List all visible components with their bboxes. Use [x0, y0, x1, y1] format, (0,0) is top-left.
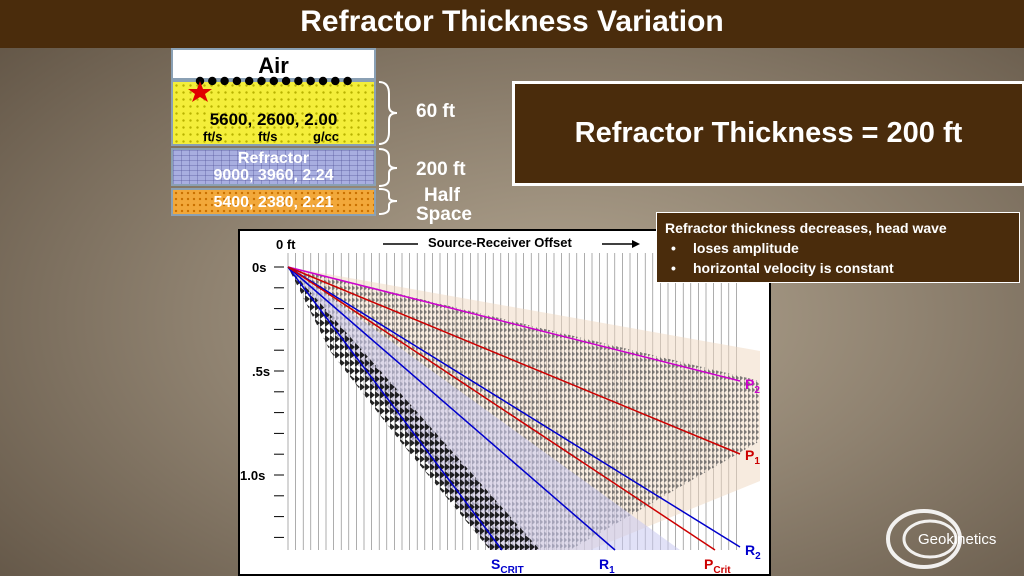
bracket-refractor [378, 148, 398, 187]
logo-text: Geokinetics [918, 531, 996, 548]
observation-note: Refractor thickness decreases, head wave… [656, 212, 1020, 283]
source-star [188, 81, 212, 102]
note-bullet-2: • horizontal velocity is constant [671, 260, 894, 276]
half-space-layer: 5400, 2380, 2.21 [171, 188, 376, 216]
refractor-thickness-text: Refractor Thickness = 200 ft [574, 117, 963, 149]
layer-1-thickness: 60 ft [416, 101, 456, 122]
unit-3: g/cc [313, 129, 340, 144]
p-crit-line [287, 266, 716, 551]
title-bar [0, 0, 1024, 48]
note-bullet-1: • loses amplitude [671, 240, 799, 256]
direct-wave-wiggles [288, 267, 540, 550]
receiver-dot [257, 76, 266, 86]
r1-label: R1 [599, 556, 615, 576]
receiver-dot [245, 76, 254, 86]
time-label-half: .5s [252, 364, 271, 379]
s-crit-label: SCRIT [491, 556, 524, 576]
receiver-dot [294, 76, 303, 86]
receiver-dot [343, 76, 352, 86]
refractor-values: 9000, 3960, 2.24 [213, 167, 334, 184]
receiver-dot [318, 76, 328, 86]
half-space-label-2: Space [416, 204, 472, 225]
receiver-dot [232, 76, 242, 86]
layer-1-values: 5600, 2600, 2.00 [209, 110, 338, 129]
time-label-1: 1.0s [240, 468, 266, 483]
seismogram-svg [274, 240, 760, 551]
geokinetics-logo: Geokinetics [886, 509, 996, 569]
wavefield-dense [288, 267, 760, 550]
slide-title: Refractor Thickness Variation [300, 5, 724, 38]
time-label-0: 0s [252, 260, 267, 275]
r2-label: R2 [745, 542, 761, 562]
half-space-values: 5400, 2380, 2.21 [213, 194, 334, 211]
offset-zero-label: 0 ft [276, 237, 296, 252]
p1-label: P1 [745, 447, 760, 467]
receiver-dot [281, 76, 291, 86]
direct-wave-zone [288, 267, 680, 550]
r1-line [287, 266, 616, 551]
refractor-thickness: 200 ft [416, 159, 466, 180]
bracket-layer-1 [378, 81, 398, 145]
p2-label: P2 [745, 376, 760, 396]
p1-line [287, 266, 741, 455]
receiver-dot [269, 76, 278, 86]
receiver-dot [331, 76, 340, 86]
receiver-dots [195, 76, 352, 86]
air-label: Air [258, 53, 289, 78]
refractor-layer: Refractor 9000, 3960, 2.24 [171, 148, 376, 186]
receiver-line [188, 76, 352, 102]
p2-line [287, 266, 741, 382]
receiver-dot [306, 76, 315, 86]
r2-line [287, 266, 741, 548]
receiver-dot [208, 76, 217, 86]
s-crit-line [287, 266, 503, 551]
offset-arrowhead [632, 240, 640, 248]
unit-1: ft/s [203, 129, 223, 144]
offset-axis-label: Source-Receiver Offset [428, 235, 572, 250]
p-crit-label: PCrit [704, 556, 731, 576]
unit-2: ft/s [258, 129, 278, 144]
thickness-brackets [378, 81, 398, 215]
seismogram-panel: 0 ft Source-Receiver Offset 0s .5s 1.0s … [238, 229, 771, 576]
receiver-dot [220, 76, 229, 86]
air-layer: Air [171, 48, 376, 80]
refractor-name: Refractor [237, 150, 310, 167]
note-heading: Refractor thickness decreases, head wave [665, 220, 947, 236]
time-axis [274, 266, 284, 538]
half-space-label-1: Half [424, 185, 460, 206]
refractor-thickness-box: Refractor Thickness = 200 ft [512, 81, 1024, 186]
bracket-half-space [378, 188, 398, 215]
